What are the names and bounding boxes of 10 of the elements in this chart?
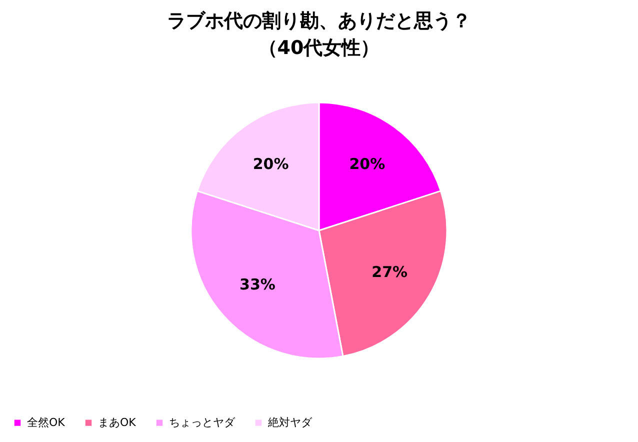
legend-label: ちょっとヤダ <box>169 416 236 429</box>
legend-label: まあOK <box>98 416 137 429</box>
chart-subtitle: （40代女性） <box>258 37 380 59</box>
data-label: 20% <box>252 155 289 174</box>
data-label: 27% <box>372 263 408 282</box>
chart-title: ラブホ代の割り勘、ありだと思う？ <box>167 10 471 32</box>
data-label: 33% <box>240 276 276 294</box>
data-label: 20% <box>349 155 386 174</box>
legend-label: 絶対ヤダ <box>267 416 313 429</box>
legend-label: 全然OK <box>27 416 66 429</box>
